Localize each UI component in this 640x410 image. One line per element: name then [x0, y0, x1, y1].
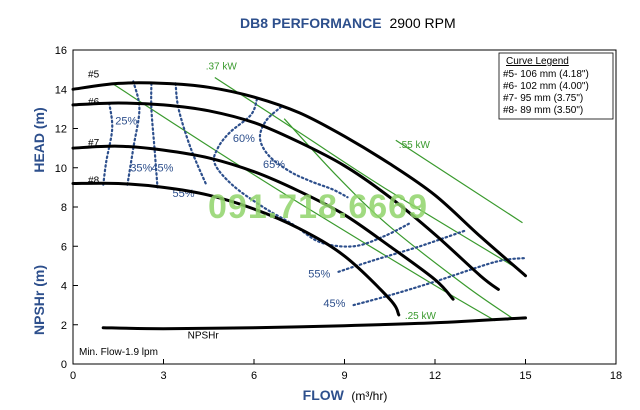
- y-tick-label: 16: [55, 45, 67, 57]
- axis-ticks: 0 3 6 9 12 15 18 0 2 4 6 8 10 12 14 16: [55, 45, 622, 382]
- y-tick-label: 14: [55, 84, 67, 96]
- legend-entry: #6- 102 mm (4.00"): [503, 81, 589, 92]
- efficiency-line: [212, 98, 412, 248]
- efficiency-label: 45%: [151, 163, 173, 175]
- x-axis-title: FLOW (m³/hr): [303, 387, 388, 404]
- efficiency-line: [258, 105, 349, 199]
- efficiency-label: 65%: [263, 159, 285, 171]
- legend-box: [498, 52, 614, 120]
- curve-label: #8: [88, 175, 100, 186]
- efficiency-line: [352, 256, 527, 307]
- efficiency-label: 55%: [308, 269, 330, 281]
- y-axis-title-npshr: NPSHr (m): [31, 265, 47, 335]
- efficiency-label: 25%: [115, 116, 137, 128]
- power-line: [214, 76, 520, 271]
- efficiency-line: [150, 82, 159, 189]
- series-line: [101, 316, 527, 331]
- legend: Curve Legend #5- 106 mm (4.18") #6- 102 …: [498, 52, 614, 120]
- efficiency-line: [102, 101, 114, 187]
- x-tick-label: 18: [610, 370, 622, 382]
- x-tick-label: 9: [341, 370, 347, 382]
- curve-label: #7: [88, 138, 100, 149]
- y-tick-label: 6: [61, 241, 67, 253]
- series-line: [71, 144, 455, 301]
- x-tick-label: 3: [160, 370, 166, 382]
- title-rpm: 2900 RPM: [389, 15, 455, 31]
- x-tick-label: 12: [429, 370, 441, 382]
- x-axis-unit: (m³/hr): [351, 389, 387, 403]
- head-curves: [71, 81, 527, 331]
- y-tick-label: 0: [61, 359, 67, 371]
- series-line: [71, 181, 401, 317]
- legend-entry: #8- 89 mm (3.50"): [503, 105, 583, 116]
- y-tick-label: 10: [55, 163, 67, 175]
- efficiency-label: 60%: [233, 133, 255, 145]
- efficiency-line: [337, 229, 467, 273]
- title-bold: DB8 PERFORMANCE: [240, 15, 382, 31]
- efficiency-lines: 25%35% 45%55%60%65%55%45%: [102, 80, 527, 310]
- efficiency-label: 45%: [323, 298, 345, 310]
- power-label: .55 kW: [399, 140, 431, 151]
- efficiency-label: 35%: [130, 163, 152, 175]
- watermark: 091.718.6669: [208, 188, 428, 226]
- y-tick-label: 8: [61, 202, 67, 214]
- y-tick-label: 12: [55, 124, 67, 136]
- efficiency-line: [126, 80, 141, 187]
- power-label: .37 kW: [206, 62, 238, 73]
- legend-entry: #7- 95 mm (3.75"): [503, 93, 583, 104]
- power-label: .25 kW: [405, 311, 437, 322]
- legend-entry: #5- 106 mm (4.18"): [503, 69, 589, 80]
- curve-labels: #5 #6 #7 #8 NPSHr: [88, 69, 219, 341]
- curve-label: #6: [88, 97, 100, 108]
- x-tick-label: 0: [70, 370, 76, 382]
- y-tick-label: 4: [61, 281, 67, 293]
- y-tick-label: 2: [61, 320, 67, 332]
- power-line: [395, 139, 523, 224]
- x-axis-title-text: FLOW: [303, 387, 345, 403]
- x-tick-label: 6: [251, 370, 257, 382]
- chart-title: DB8 PERFORMANCE 2900 RPM: [240, 15, 456, 31]
- series-line: [71, 81, 527, 278]
- curve-label: NPSHr: [188, 330, 220, 341]
- curve-label: #5: [88, 69, 100, 80]
- power-line: [283, 118, 514, 320]
- x-tick-label: 15: [519, 370, 531, 382]
- y-axis-title-head: HEAD (m): [31, 107, 47, 172]
- legend-title: Curve Legend: [506, 56, 569, 67]
- min-flow-note: Min. Flow-1.9 lpm: [79, 347, 158, 358]
- efficiency-line: [174, 82, 207, 185]
- series-line: [71, 101, 500, 291]
